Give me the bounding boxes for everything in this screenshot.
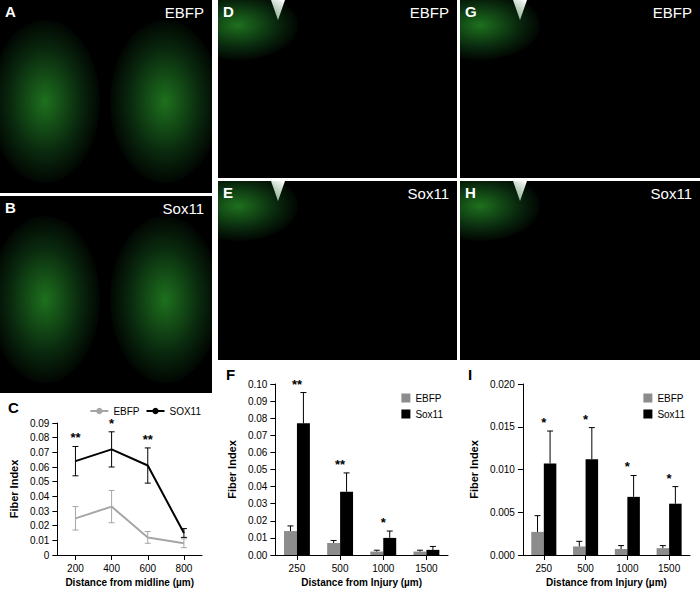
svg-text:0.07: 0.07 (30, 447, 50, 458)
svg-text:500: 500 (332, 563, 349, 574)
svg-text:Fiber Index: Fiber Index (468, 439, 480, 499)
svg-text:0.05: 0.05 (248, 464, 268, 475)
svg-text:*: * (625, 459, 631, 474)
html-text:Sox11: Sox11 (650, 185, 692, 202)
svg-text:Distance from Injury (µm): Distance from Injury (µm) (301, 577, 422, 588)
svg-text:F: F (226, 366, 235, 383)
svg-text:0.04: 0.04 (30, 491, 50, 502)
html-text:B: B (5, 199, 16, 216)
svg-text:0.07: 0.07 (248, 430, 268, 441)
svg-text:0: 0 (44, 550, 50, 561)
svg-text:400: 400 (103, 563, 120, 574)
svg-text:0.05: 0.05 (30, 476, 50, 487)
html-text:D: D (223, 3, 234, 20)
svg-text:0.08: 0.08 (248, 413, 268, 424)
svg-text:1000: 1000 (372, 563, 395, 574)
svg-text:500: 500 (577, 563, 594, 574)
svg-text:0.02: 0.02 (30, 520, 50, 531)
html-text:G: G (465, 3, 477, 20)
svg-text:0.005: 0.005 (490, 507, 515, 518)
svg-text:SOX11: SOX11 (170, 406, 202, 417)
svg-text:*: * (109, 416, 115, 431)
html-text:EBFP: EBFP (409, 4, 449, 21)
html-text:EBFP: EBFP (652, 4, 692, 21)
svg-text:250: 250 (289, 563, 306, 574)
svg-text:Sox11: Sox11 (657, 409, 685, 420)
svg-text:0.06: 0.06 (30, 462, 50, 473)
svg-text:0.00: 0.00 (248, 550, 268, 561)
svg-text:**: ** (292, 377, 303, 392)
svg-text:Distance from midline (µm): Distance from midline (µm) (65, 577, 194, 588)
html-text:Sox11: Sox11 (407, 185, 449, 202)
svg-text:0.01: 0.01 (248, 532, 268, 543)
svg-text:Distance from Injury (µm): Distance from Injury (µm) (546, 577, 667, 588)
svg-text:Fiber Index: Fiber Index (226, 439, 238, 499)
svg-text:EBFP: EBFP (657, 393, 683, 404)
svg-text:*: * (667, 471, 673, 486)
svg-text:0.010: 0.010 (490, 464, 515, 475)
svg-text:**: ** (335, 457, 346, 472)
html-text:EBFP: EBFP (164, 4, 204, 21)
svg-text:EBFP: EBFP (113, 406, 139, 417)
svg-text:0.10: 0.10 (248, 379, 268, 390)
svg-text:**: ** (70, 430, 81, 445)
html-text:E: E (223, 184, 233, 201)
svg-text:*: * (583, 412, 589, 427)
svg-text:1500: 1500 (415, 563, 438, 574)
svg-text:800: 800 (176, 563, 193, 574)
svg-text:**: ** (143, 432, 154, 447)
html-text:A: A (5, 3, 16, 20)
svg-text:*: * (541, 415, 547, 430)
svg-text:0.03: 0.03 (30, 506, 50, 517)
svg-text:600: 600 (139, 563, 156, 574)
svg-text:200: 200 (67, 563, 84, 574)
svg-text:250: 250 (535, 563, 552, 574)
svg-text:0.02: 0.02 (248, 515, 268, 526)
svg-text:0.08: 0.08 (30, 432, 50, 443)
svg-text:Fiber Index: Fiber Index (8, 459, 20, 519)
html-text:Sox11: Sox11 (162, 200, 204, 217)
svg-text:C: C (8, 399, 19, 416)
svg-text:0.03: 0.03 (248, 498, 268, 509)
svg-text:Sox11: Sox11 (415, 409, 443, 420)
svg-text:0.020: 0.020 (490, 379, 515, 390)
svg-text:0.015: 0.015 (490, 421, 515, 432)
svg-text:1000: 1000 (616, 563, 639, 574)
svg-text:0.000: 0.000 (490, 550, 515, 561)
svg-text:EBFP: EBFP (415, 393, 441, 404)
svg-text:0.09: 0.09 (248, 396, 268, 407)
svg-text:I: I (468, 366, 472, 383)
svg-text:0.06: 0.06 (248, 447, 268, 458)
svg-text:*: * (381, 515, 387, 530)
svg-text:0.04: 0.04 (248, 481, 268, 492)
svg-text:1500: 1500 (658, 563, 681, 574)
svg-text:0.09: 0.09 (30, 418, 50, 429)
svg-text:0.01: 0.01 (30, 535, 50, 546)
html-text:H: H (465, 184, 476, 201)
